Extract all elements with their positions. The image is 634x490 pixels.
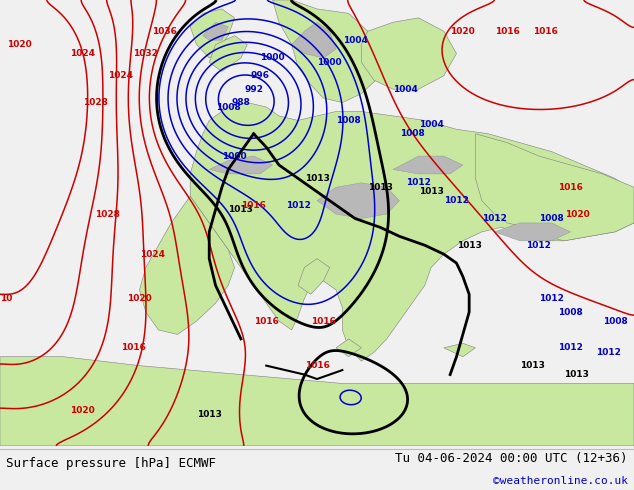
- Text: 1016: 1016: [495, 27, 520, 36]
- Text: 1008: 1008: [539, 214, 564, 223]
- Text: 1013: 1013: [304, 174, 330, 183]
- Text: 1013: 1013: [228, 205, 254, 214]
- Polygon shape: [292, 22, 336, 58]
- Text: 1016: 1016: [311, 317, 336, 325]
- Text: 1016: 1016: [533, 27, 558, 36]
- Polygon shape: [139, 196, 235, 334]
- Text: 1000: 1000: [223, 151, 247, 161]
- Polygon shape: [393, 156, 463, 174]
- Text: 1024: 1024: [70, 49, 95, 58]
- Text: 1020: 1020: [127, 294, 152, 303]
- Text: 1008: 1008: [216, 102, 241, 112]
- Text: 1004: 1004: [418, 121, 444, 129]
- Text: 1020: 1020: [564, 210, 590, 219]
- Text: 1024: 1024: [139, 250, 165, 259]
- Text: 1012: 1012: [444, 196, 469, 205]
- Text: 1016: 1016: [254, 317, 279, 325]
- Polygon shape: [361, 18, 456, 89]
- Text: Surface pressure [hPa] ECMWF: Surface pressure [hPa] ECMWF: [6, 457, 216, 470]
- Polygon shape: [476, 134, 634, 241]
- Text: 1028: 1028: [82, 98, 108, 107]
- Text: 1008: 1008: [399, 129, 425, 138]
- Polygon shape: [273, 0, 380, 102]
- Polygon shape: [190, 102, 634, 361]
- Text: 1013: 1013: [368, 183, 393, 192]
- Text: 1000: 1000: [261, 53, 285, 62]
- Text: 1032: 1032: [133, 49, 158, 58]
- Polygon shape: [317, 183, 399, 219]
- Text: 992: 992: [244, 85, 263, 94]
- Text: 1013: 1013: [520, 361, 545, 370]
- Polygon shape: [336, 339, 361, 357]
- Polygon shape: [203, 22, 228, 40]
- Text: 1013: 1013: [564, 370, 590, 379]
- Text: 1012: 1012: [285, 200, 311, 210]
- Text: 1016: 1016: [304, 361, 330, 370]
- Text: 1004: 1004: [393, 85, 418, 94]
- Text: 10: 10: [0, 294, 13, 303]
- Text: 1024: 1024: [108, 72, 133, 80]
- Text: 1028: 1028: [95, 210, 120, 219]
- Text: 1013: 1013: [456, 241, 482, 250]
- Text: 1004: 1004: [342, 36, 368, 45]
- Text: 1012: 1012: [482, 214, 507, 223]
- Text: 988: 988: [231, 98, 250, 107]
- Text: 1000: 1000: [318, 58, 342, 67]
- Text: 1008: 1008: [602, 317, 628, 325]
- Text: 1016: 1016: [241, 200, 266, 210]
- Text: 1013: 1013: [197, 410, 222, 419]
- Polygon shape: [209, 156, 273, 174]
- Polygon shape: [0, 357, 634, 446]
- Polygon shape: [190, 9, 235, 58]
- Text: 1012: 1012: [526, 241, 552, 250]
- Text: 1016: 1016: [120, 343, 146, 352]
- Text: 1008: 1008: [336, 116, 361, 125]
- Text: 1012: 1012: [596, 348, 621, 357]
- Text: 1008: 1008: [558, 308, 583, 317]
- Polygon shape: [495, 223, 571, 241]
- Polygon shape: [298, 259, 330, 294]
- Text: 1020: 1020: [70, 406, 95, 415]
- Text: 1012: 1012: [539, 294, 564, 303]
- Text: 1020: 1020: [450, 27, 476, 36]
- Text: ©weatheronline.co.uk: ©weatheronline.co.uk: [493, 476, 628, 486]
- Text: Tu 04-06-2024 00:00 UTC (12+36): Tu 04-06-2024 00:00 UTC (12+36): [395, 452, 628, 465]
- Text: 1016: 1016: [558, 183, 583, 192]
- Text: 1012: 1012: [406, 178, 431, 187]
- Polygon shape: [444, 343, 476, 357]
- Text: 1012: 1012: [558, 343, 583, 352]
- Polygon shape: [209, 36, 247, 72]
- Text: 1020: 1020: [6, 40, 32, 49]
- Text: 1013: 1013: [418, 187, 444, 196]
- Text: 1036: 1036: [152, 27, 178, 36]
- Text: 996: 996: [250, 72, 269, 80]
